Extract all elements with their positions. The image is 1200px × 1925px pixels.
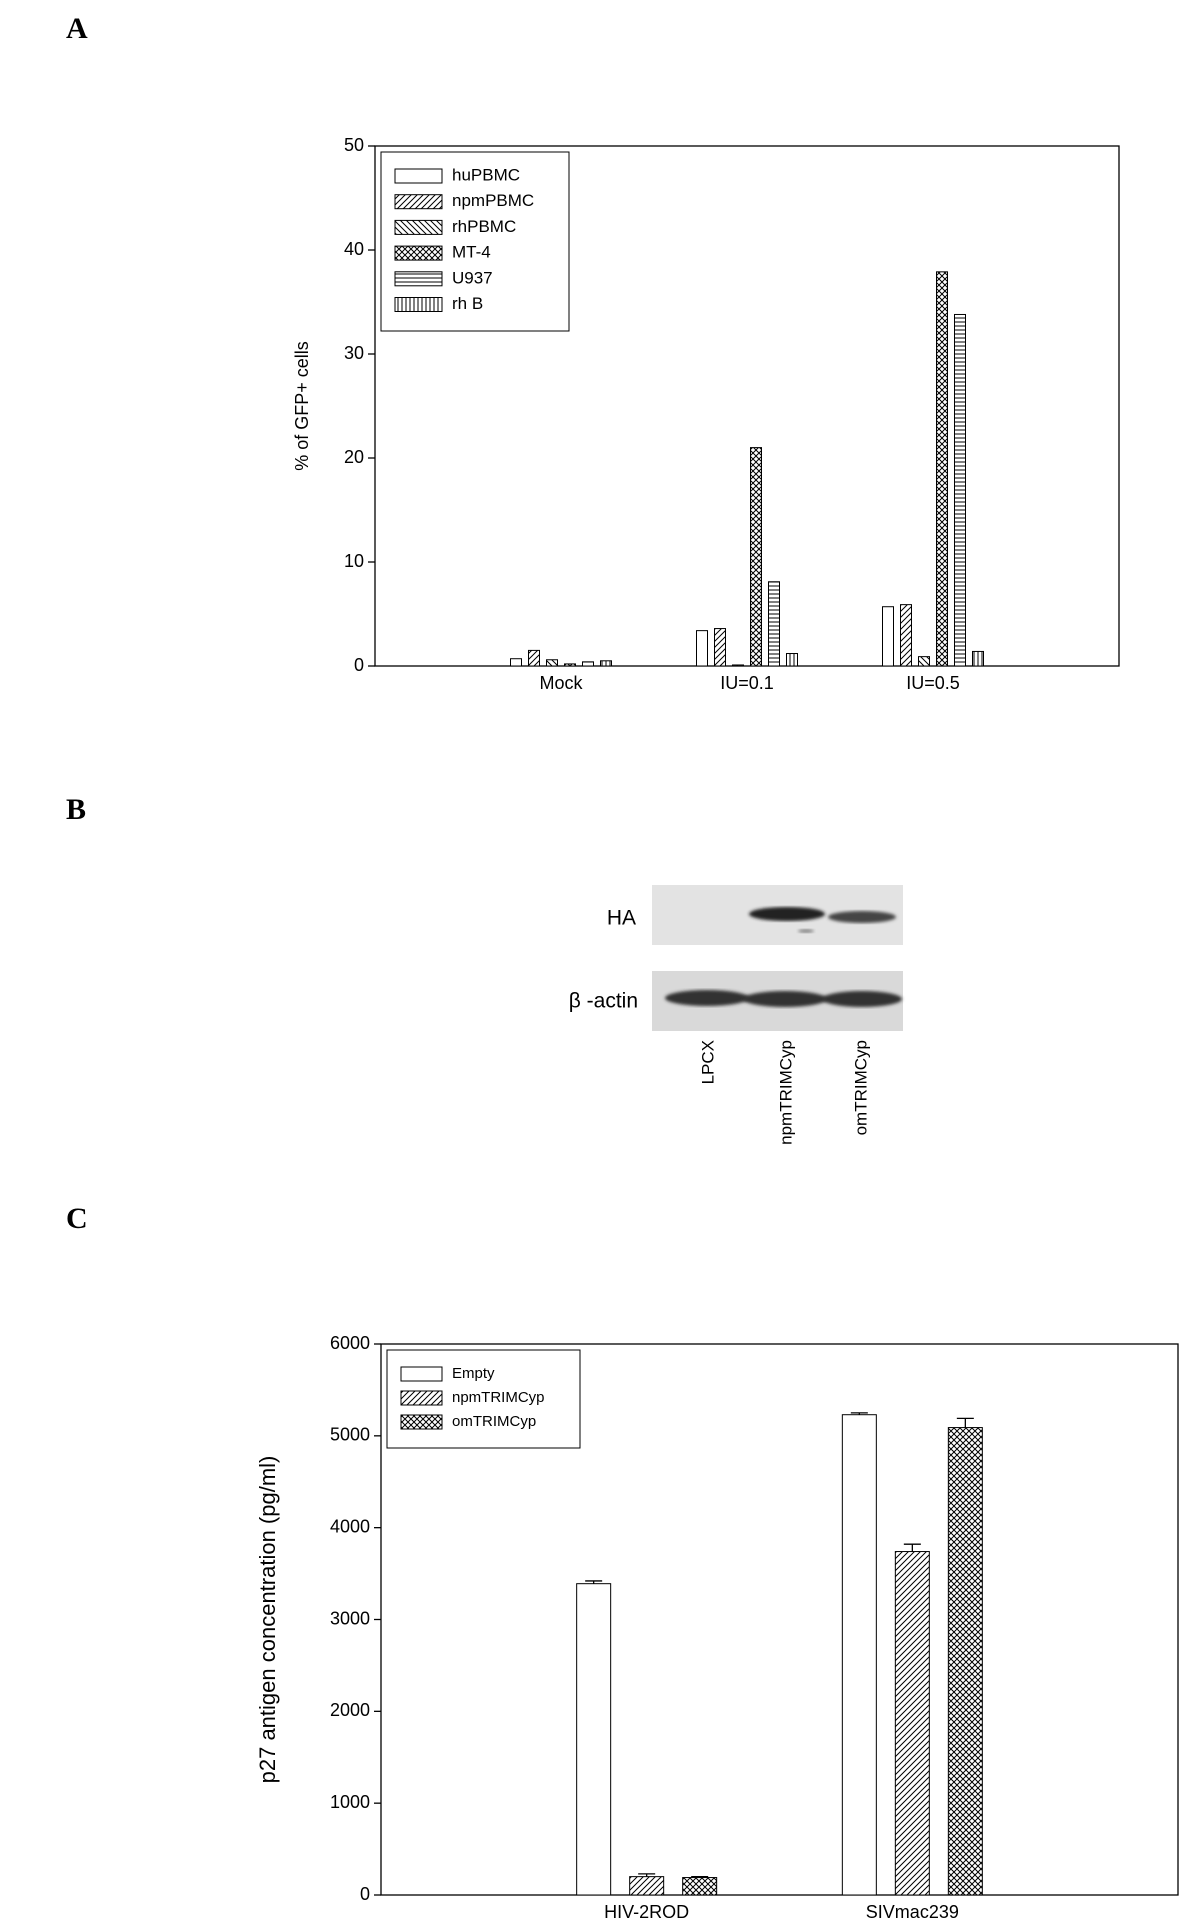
bar [682, 1877, 718, 1896]
bar [768, 581, 780, 667]
error-bar [585, 1580, 603, 1584]
blot-band [743, 991, 827, 1007]
bar [894, 1551, 930, 1896]
y-tick-label: 10 [344, 551, 364, 571]
bar [882, 606, 894, 667]
legend-swatch [400, 1414, 443, 1430]
legend-label: npmTRIMCyp [452, 1389, 545, 1406]
y-tick-label: 5000 [330, 1425, 370, 1445]
legend-swatch [394, 194, 443, 210]
bar [918, 656, 930, 667]
bar [714, 628, 726, 667]
blot-band [749, 907, 825, 921]
y-tick-label: 0 [354, 655, 364, 675]
x-tick-label: IU=0.1 [720, 673, 774, 693]
bar [564, 663, 576, 667]
y-tick-label: 0 [360, 1884, 370, 1904]
legend-label: U937 [452, 268, 493, 287]
error-bar [691, 1875, 709, 1878]
y-tick-label: 20 [344, 447, 364, 467]
y-tick-label: 1000 [330, 1792, 370, 1812]
legend-swatch [394, 219, 443, 235]
chart: 0 10 20 30 40 50 % of GFP+ cells Mock IU=0.1 IU=0… [292, 135, 1120, 693]
western-blot: HA β -actin LPCX npmTRIMCyp omTRIMCyp [569, 885, 903, 1145]
legend-swatch [394, 297, 443, 312]
x-tick-label: HIV-2ROD [604, 1902, 689, 1922]
plot-frame [374, 145, 1120, 667]
y-tick-label: 40 [344, 239, 364, 259]
blot-band [798, 929, 814, 933]
bar [600, 660, 612, 667]
lane-label: npmTRIMCyp [776, 1040, 795, 1145]
bar [696, 630, 708, 667]
lane-label: LPCX [698, 1040, 717, 1084]
blot-band [822, 991, 902, 1007]
bar [546, 659, 558, 667]
legend-swatch [394, 245, 443, 261]
y-axis-label: p27 antigen concentration (pg/ml) [255, 1456, 280, 1784]
bar [510, 658, 522, 667]
bar [841, 1414, 877, 1896]
y-tick-label: 4000 [330, 1516, 370, 1536]
bar [900, 604, 912, 667]
bar [786, 653, 798, 667]
bar [629, 1876, 665, 1896]
lane-label: omTRIMCyp [851, 1040, 870, 1135]
bar [582, 661, 594, 667]
bar [947, 1427, 983, 1896]
bar [954, 313, 966, 667]
bar [576, 1583, 612, 1896]
x-tick-label: IU=0.5 [906, 673, 960, 693]
y-tick-label: 3000 [330, 1608, 370, 1628]
error-bar [850, 1412, 868, 1415]
bar [528, 649, 540, 667]
error-bar [903, 1543, 921, 1552]
bar [732, 664, 744, 667]
legend-label: omTRIMCyp [452, 1413, 536, 1430]
legend-label: Empty [452, 1365, 495, 1382]
error-bar [638, 1873, 656, 1877]
bar [936, 271, 948, 667]
y-tick-label: 2000 [330, 1700, 370, 1720]
blot-row-label: β -actin [569, 990, 638, 1013]
legend-label: huPBMC [452, 165, 520, 184]
error-bar [956, 1417, 974, 1428]
panel-label: A [66, 12, 88, 45]
legend-label: rh B [452, 294, 483, 313]
legend-label: MT-4 [452, 243, 491, 262]
legend-swatch [394, 271, 443, 287]
legend-swatch [400, 1366, 443, 1382]
blot-band [665, 990, 749, 1006]
y-axis-label: % of GFP+ cells [292, 341, 312, 471]
blot-row-label: HA [607, 907, 636, 930]
y-tick-label: 30 [344, 343, 364, 363]
panel-label: B [66, 793, 86, 826]
y-tick-label: 50 [344, 135, 364, 155]
legend-swatch [394, 168, 443, 184]
legend-label: rhPBMC [452, 217, 516, 236]
y-tick-label: 6000 [330, 1333, 370, 1353]
bar [750, 447, 762, 667]
x-tick-label: SIVmac239 [866, 1902, 959, 1922]
blot-band [828, 911, 896, 923]
legend-swatch [400, 1390, 443, 1406]
panel-label: C [66, 1202, 88, 1235]
x-tick-label: Mock [539, 673, 583, 693]
chart: 0 1000 2000 3000 4000 5000 6000 p27 antigen con… [255, 1333, 1179, 1922]
bar [972, 650, 984, 667]
legend-label: npmPBMC [452, 191, 534, 210]
